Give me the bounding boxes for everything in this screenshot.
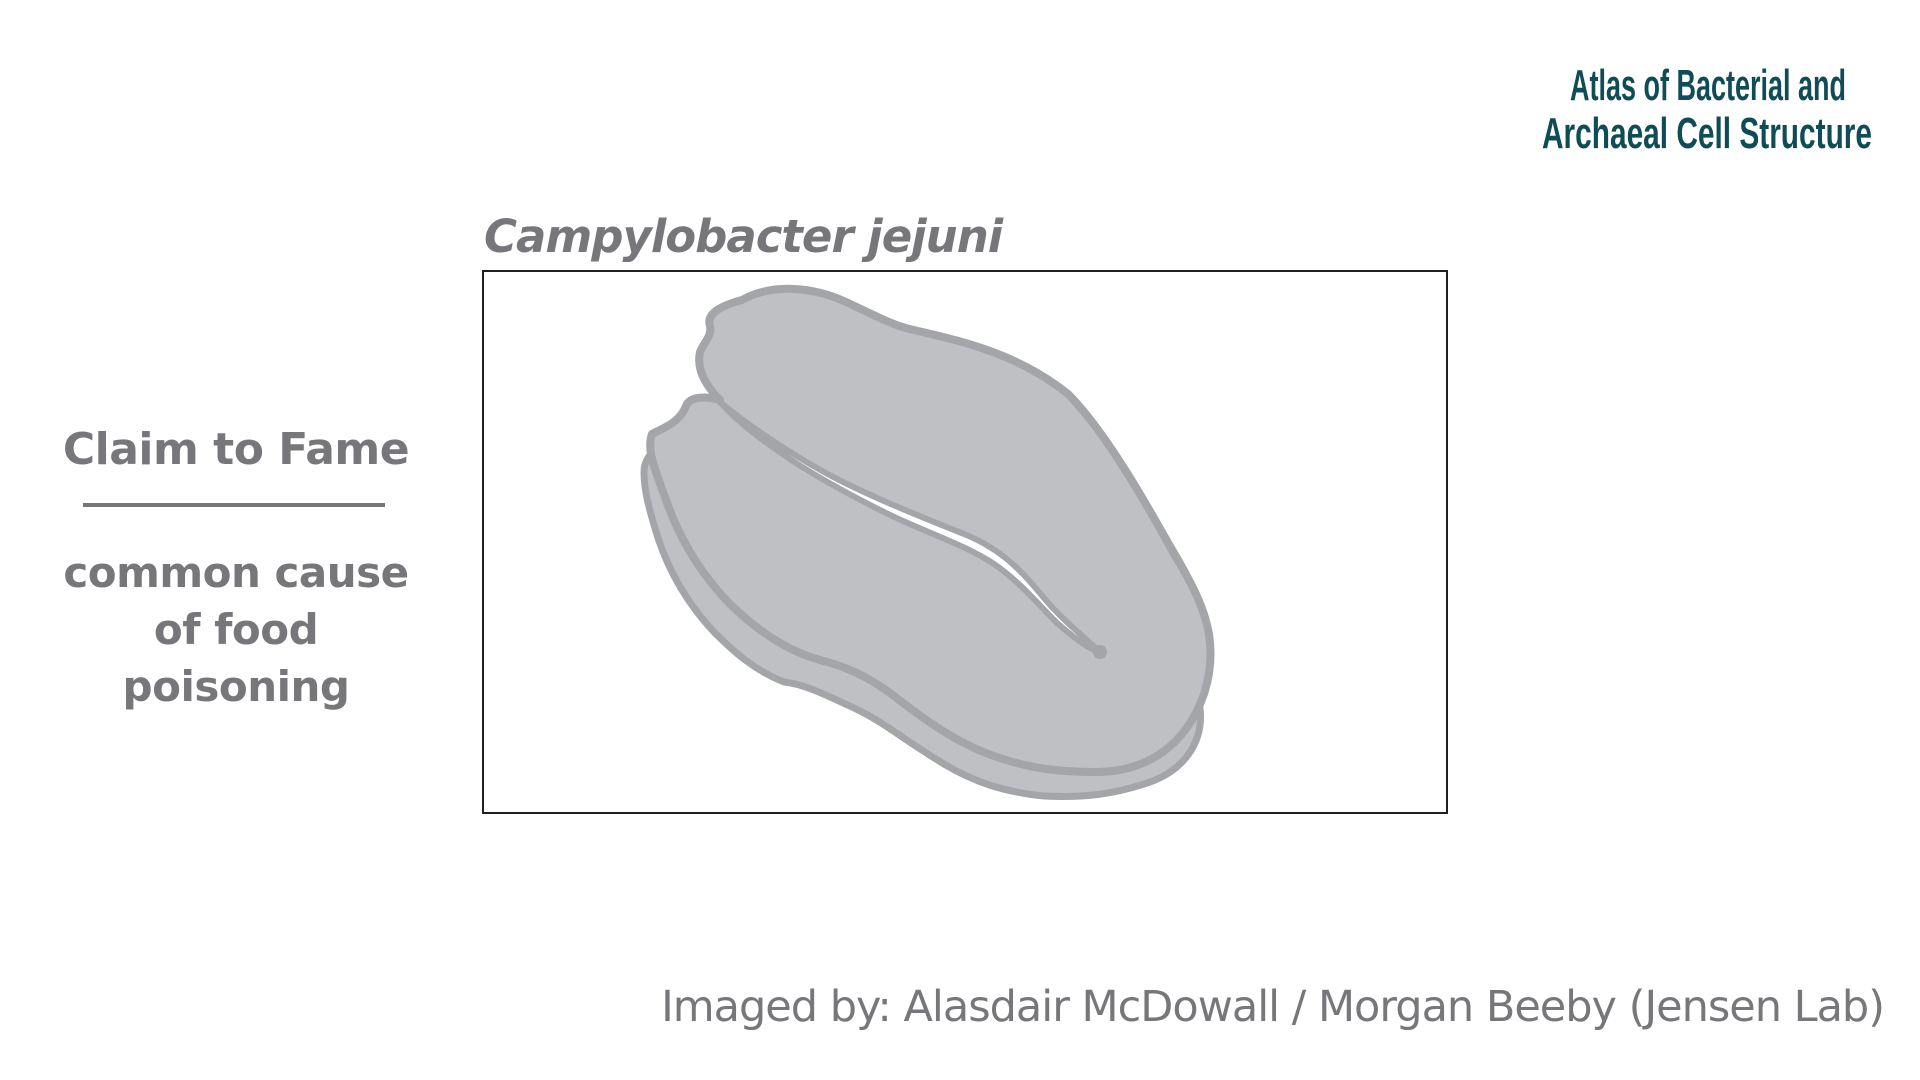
claim-line-1: common cause — [63, 548, 409, 597]
claim-divider — [83, 503, 385, 507]
logo-line1: Atlas of Bacterial and — [1570, 61, 1846, 110]
cell-septum-end — [1093, 645, 1107, 659]
cell-division-cleft — [717, 399, 1103, 655]
atlas-logo: Atlas of Bacterial and Archaeal Cell Str… — [1538, 58, 1878, 154]
claim-heading: Claim to Fame — [62, 424, 410, 475]
logo-line2: Archaeal Cell Structure — [1542, 109, 1872, 154]
cell-illustration — [640, 284, 1215, 800]
claim-line-2: of food poisoning — [122, 605, 350, 711]
claim-description: common cause of food poisoning — [40, 544, 432, 715]
cell-image-frame — [482, 270, 1448, 814]
species-title: Campylobacter jejuni — [484, 210, 1003, 263]
image-credit: Imaged by: Alasdair McDowall / Morgan Be… — [661, 982, 1885, 1032]
